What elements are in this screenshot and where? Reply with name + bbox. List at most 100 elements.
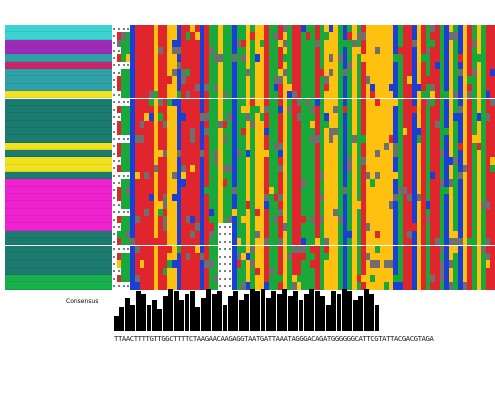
sequence-name-11[interactable]: [5, 98, 112, 106]
alignment-row-10[interactable]: [112, 91, 495, 99]
alignment-row-21[interactable]: [112, 172, 495, 180]
alignment-row-32[interactable]: [112, 252, 495, 261]
sequence-name-5[interactable]: [5, 54, 112, 62]
alignment-row-19[interactable]: [112, 157, 495, 165]
alignment-cell: [236, 135, 242, 143]
alignment-row-22[interactable]: [112, 179, 495, 187]
alignment-cell: [287, 179, 293, 187]
sequence-name-8[interactable]: [5, 76, 112, 84]
alignment-cell: [407, 120, 413, 128]
sequence-name-20[interactable]: [5, 164, 112, 172]
alignment-cell: [370, 98, 376, 106]
alignment-cell: [148, 267, 154, 275]
sequence-name-4[interactable]: [5, 47, 112, 55]
alignment-cell: [139, 245, 145, 253]
alignment-row-1[interactable]: [112, 25, 495, 33]
alignment-row-33[interactable]: [112, 260, 495, 268]
alignment-row-34[interactable]: [112, 267, 495, 275]
sequence-name-18[interactable]: [5, 149, 112, 158]
alignment-row-18[interactable]: [112, 149, 495, 158]
sequence-name-29[interactable]: [5, 230, 112, 239]
alignment-cell: [264, 164, 270, 172]
alignment-row-15[interactable]: [112, 127, 495, 136]
sequence-name-21[interactable]: [5, 172, 112, 180]
alignment-row-26[interactable]: [112, 208, 495, 217]
alignment-cell: [148, 260, 154, 268]
sequence-name-10[interactable]: [5, 91, 112, 99]
sequence-name-32[interactable]: [5, 252, 112, 261]
sequence-name-36[interactable]: [5, 282, 112, 290]
alignment-cell: [356, 216, 362, 224]
alignment-row-11[interactable]: [112, 98, 495, 106]
alignment-row-9[interactable]: [112, 83, 495, 92]
alignment-cell: [435, 61, 440, 70]
sequence-name-2[interactable]: [5, 32, 112, 40]
sequence-name-31[interactable]: [5, 245, 112, 253]
alignment-cell: [379, 25, 385, 33]
sequence-name-19[interactable]: [5, 157, 112, 165]
sequence-name-30[interactable]: [5, 238, 112, 246]
alignment-row-35[interactable]: [112, 274, 495, 283]
sequence-name-15[interactable]: [5, 127, 112, 136]
alignment-row-12[interactable]: [112, 105, 495, 114]
alignment-row-29[interactable]: [112, 230, 495, 239]
sequence-name-17[interactable]: [5, 142, 112, 150]
sequence-name-14[interactable]: [5, 120, 112, 128]
sequence-name-22[interactable]: [5, 179, 112, 187]
alignment-row-27[interactable]: [112, 216, 495, 224]
alignment-cell: [130, 216, 136, 224]
alignment-row-24[interactable]: [112, 194, 495, 202]
sequence-name-23[interactable]: [5, 186, 112, 195]
alignment-row-14[interactable]: [112, 120, 495, 128]
alignment-row-23[interactable]: [112, 186, 495, 195]
alignment-row-17[interactable]: [112, 142, 495, 150]
alignment-cell: [435, 172, 440, 180]
alignment-row-20[interactable]: [112, 164, 495, 172]
alignment-row-3[interactable]: [112, 39, 495, 48]
sequence-name-27[interactable]: [5, 216, 112, 224]
alignment-row-36[interactable]: [112, 282, 495, 290]
sequence-name-16[interactable]: [5, 135, 112, 143]
alignment-cell: [485, 76, 491, 84]
alignment-cell: [356, 98, 362, 106]
alignment-cell: [388, 105, 394, 114]
sequence-name-28[interactable]: [5, 223, 112, 231]
sequence-name-7[interactable]: [5, 69, 112, 77]
sequence-name-25[interactable]: [5, 201, 112, 209]
alignment-cell: [393, 238, 399, 246]
alignment-cell: [130, 194, 136, 202]
alignment-row-31[interactable]: [112, 245, 495, 253]
sequence-name-1[interactable]: [5, 25, 112, 33]
sequence-name-12[interactable]: [5, 105, 112, 114]
alignment-cell: [338, 245, 344, 253]
sequence-name-24[interactable]: [5, 194, 112, 202]
sequence-name-26[interactable]: [5, 208, 112, 217]
alignment-row-13[interactable]: [112, 113, 495, 121]
alignment-cell: [153, 216, 159, 224]
alignment-cell: [356, 135, 362, 143]
sequence-name-6[interactable]: [5, 61, 112, 70]
sequence-name-34[interactable]: [5, 267, 112, 275]
sequence-name-9[interactable]: [5, 83, 112, 92]
alignment-row-28[interactable]: [112, 223, 495, 231]
alignment-cell: [199, 120, 205, 128]
alignment-cell: [268, 179, 274, 187]
alignment-row-16[interactable]: [112, 135, 495, 143]
alignment-cell: [241, 120, 247, 128]
alignment-row-8[interactable]: [112, 76, 495, 84]
alignment-row-4[interactable]: [112, 47, 495, 55]
sequence-name-3[interactable]: [5, 39, 112, 48]
alignment-row-25[interactable]: [112, 201, 495, 209]
sequence-name-33[interactable]: [5, 260, 112, 268]
alignment-cell: [167, 120, 173, 128]
alignment-row-5[interactable]: [112, 54, 495, 62]
alignment-cell: [130, 208, 136, 217]
alignment-row-30[interactable]: [112, 238, 495, 246]
alignment-row-2[interactable]: [112, 32, 495, 40]
sequence-name-13[interactable]: [5, 113, 112, 121]
sequence-name-35[interactable]: [5, 274, 112, 283]
alignment-row-7[interactable]: [112, 69, 495, 77]
gap-dot: [219, 240, 222, 243]
alignment-cell: [356, 267, 362, 275]
alignment-row-6[interactable]: [112, 61, 495, 70]
